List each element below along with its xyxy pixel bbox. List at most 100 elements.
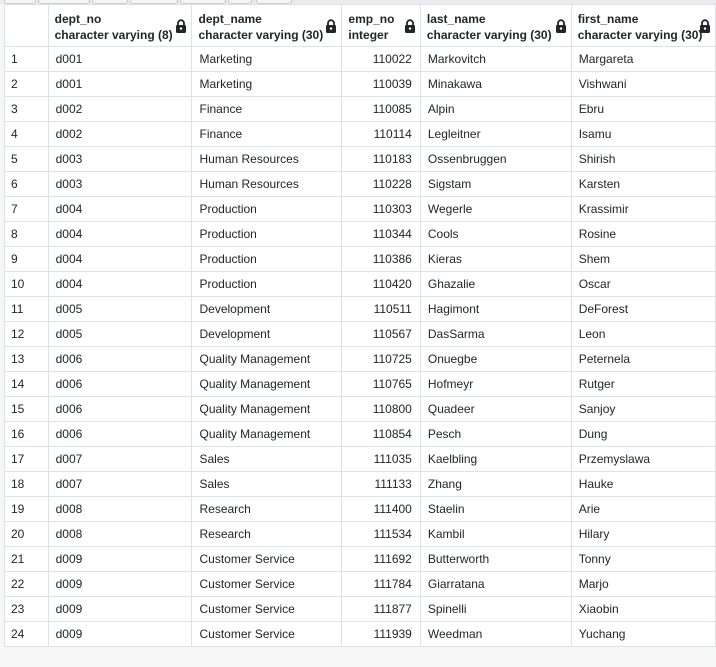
cell-last-name[interactable]: Wegerle <box>419 196 572 222</box>
cell-last-name[interactable]: Spinelli <box>419 596 572 622</box>
cell-dept-name[interactable]: Quality Management <box>191 371 343 397</box>
table-row[interactable]: 13 d006 Quality Management 110725 Onuegbe Pet… <box>4 346 716 372</box>
cell-dept-name[interactable]: Customer Service <box>191 571 343 597</box>
cell-emp-no[interactable]: 110228 <box>341 171 421 197</box>
toolbar-button[interactable] <box>92 0 128 4</box>
cell-dept-no[interactable]: d007 <box>47 446 193 472</box>
cell-dept-name[interactable]: Production <box>191 221 343 247</box>
cell-last-name[interactable]: Kieras <box>419 246 572 272</box>
cell-first-name[interactable]: Hauke <box>570 471 716 497</box>
cell-emp-no[interactable]: 110854 <box>341 421 421 447</box>
cell-dept-name[interactable]: Quality Management <box>191 421 343 447</box>
cell-first-name[interactable]: Marjo <box>570 571 716 597</box>
cell-dept-no[interactable]: d009 <box>47 546 193 572</box>
cell-first-name[interactable]: Margareta <box>570 46 716 72</box>
cell-last-name[interactable]: Ossenbruggen <box>419 146 572 172</box>
cell-last-name[interactable]: Butterworth <box>419 546 572 572</box>
cell-dept-no[interactable]: d009 <box>47 596 193 622</box>
cell-last-name[interactable]: Ghazalie <box>419 271 572 297</box>
cell-dept-no[interactable]: d001 <box>47 46 193 72</box>
cell-emp-no[interactable]: 110420 <box>341 271 421 297</box>
table-row[interactable]: 2 d001 Marketing 110039 Minakawa Vishwani <box>4 71 716 97</box>
cell-dept-name[interactable]: Sales <box>191 446 343 472</box>
cell-last-name[interactable]: Kambil <box>419 521 572 547</box>
cell-dept-no[interactable]: d006 <box>47 371 193 397</box>
table-row[interactable]: 8 d004 Production 110344 Cools Rosine <box>4 221 716 247</box>
cell-dept-no[interactable]: d001 <box>47 71 193 97</box>
cell-dept-no[interactable]: d006 <box>47 421 193 447</box>
column-header-first-name[interactable]: first_name character varying (30) <box>570 4 716 47</box>
cell-dept-name[interactable]: Sales <box>191 471 343 497</box>
cell-first-name[interactable]: Shem <box>570 246 716 272</box>
row-number[interactable]: 8 <box>4 221 49 247</box>
cell-dept-name[interactable]: Human Resources <box>191 171 343 197</box>
cell-emp-no[interactable]: 111035 <box>341 446 421 472</box>
table-row[interactable]: 16 d006 Quality Management 110854 Pesch Dung <box>4 421 716 447</box>
cell-last-name[interactable]: Onuegbe <box>419 346 572 372</box>
table-row[interactable]: 19 d008 Research 111400 Staelin Arie <box>4 496 716 522</box>
toolbar-button[interactable] <box>130 0 178 4</box>
cell-dept-no[interactable]: d004 <box>47 246 193 272</box>
toolbar-button[interactable] <box>38 0 90 4</box>
row-number[interactable]: 4 <box>4 121 49 147</box>
cell-first-name[interactable]: Vishwani <box>570 71 716 97</box>
cell-emp-no[interactable]: 111939 <box>341 621 421 647</box>
cell-emp-no[interactable]: 111692 <box>341 546 421 572</box>
row-number[interactable]: 20 <box>4 521 49 547</box>
cell-first-name[interactable]: Hilary <box>570 521 716 547</box>
cell-emp-no[interactable]: 111877 <box>341 596 421 622</box>
cell-dept-no[interactable]: d004 <box>47 221 193 247</box>
row-number[interactable]: 1 <box>4 46 49 72</box>
cell-first-name[interactable]: Karsten <box>570 171 716 197</box>
row-number[interactable]: 15 <box>4 396 49 422</box>
row-number[interactable]: 11 <box>4 296 49 322</box>
cell-dept-no[interactable]: d006 <box>47 396 193 422</box>
cell-last-name[interactable]: Legleitner <box>419 121 572 147</box>
cell-first-name[interactable]: Rosine <box>570 221 716 247</box>
cell-emp-no[interactable]: 110765 <box>341 371 421 397</box>
cell-last-name[interactable]: DasSarma <box>419 321 572 347</box>
cell-dept-no[interactable]: d002 <box>47 96 193 122</box>
cell-last-name[interactable]: Hagimont <box>419 296 572 322</box>
row-number[interactable]: 24 <box>4 621 49 647</box>
cell-first-name[interactable]: Leon <box>570 321 716 347</box>
cell-emp-no[interactable]: 110511 <box>341 296 421 322</box>
cell-dept-name[interactable]: Production <box>191 271 343 297</box>
cell-first-name[interactable]: Oscar <box>570 271 716 297</box>
cell-first-name[interactable]: DeForest <box>570 296 716 322</box>
table-row[interactable]: 1 d001 Marketing 110022 Markovitch Margareta <box>4 46 716 72</box>
row-number[interactable]: 14 <box>4 371 49 397</box>
cell-emp-no[interactable]: 110725 <box>341 346 421 372</box>
cell-dept-no[interactable]: d004 <box>47 196 193 222</box>
cell-emp-no[interactable]: 110303 <box>341 196 421 222</box>
cell-dept-name[interactable]: Production <box>191 196 343 222</box>
cell-first-name[interactable]: Arie <box>570 496 716 522</box>
cell-first-name[interactable]: Ebru <box>570 96 716 122</box>
table-row[interactable]: 5 d003 Human Resources 110183 Ossenbruggen Sh… <box>4 146 716 172</box>
cell-emp-no[interactable]: 111133 <box>341 471 421 497</box>
cell-last-name[interactable]: Markovitch <box>419 46 572 72</box>
cell-last-name[interactable]: Sigstam <box>419 171 572 197</box>
cell-emp-no[interactable]: 111784 <box>341 571 421 597</box>
cell-dept-no[interactable]: d006 <box>47 346 193 372</box>
cell-first-name[interactable]: Dung <box>570 421 716 447</box>
cell-emp-no[interactable]: 110567 <box>341 321 421 347</box>
cell-last-name[interactable]: Alpin <box>419 96 572 122</box>
row-number[interactable]: 16 <box>4 421 49 447</box>
cell-dept-no[interactable]: d007 <box>47 471 193 497</box>
cell-dept-name[interactable]: Customer Service <box>191 596 343 622</box>
table-row[interactable]: 14 d006 Quality Management 110765 Hofmeyr Rut… <box>4 371 716 397</box>
table-row[interactable]: 3 d002 Finance 110085 Alpin Ebru <box>4 96 716 122</box>
table-row[interactable]: 6 d003 Human Resources 110228 Sigstam Karsten <box>4 171 716 197</box>
table-row[interactable]: 24 d009 Customer Service 111939 Weedman Yucha… <box>4 621 716 647</box>
table-row[interactable]: 12 d005 Development 110567 DasSarma Leon <box>4 321 716 347</box>
cell-first-name[interactable]: Shirish <box>570 146 716 172</box>
cell-first-name[interactable]: Tonny <box>570 546 716 572</box>
cell-emp-no[interactable]: 110183 <box>341 146 421 172</box>
row-number[interactable]: 12 <box>4 321 49 347</box>
table-row[interactable]: 11 d005 Development 110511 Hagimont DeForest <box>4 296 716 322</box>
cell-dept-name[interactable]: Production <box>191 246 343 272</box>
cell-first-name[interactable]: Sanjoy <box>570 396 716 422</box>
table-row[interactable]: 15 d006 Quality Management 110800 Quadeer San… <box>4 396 716 422</box>
row-number[interactable]: 18 <box>4 471 49 497</box>
